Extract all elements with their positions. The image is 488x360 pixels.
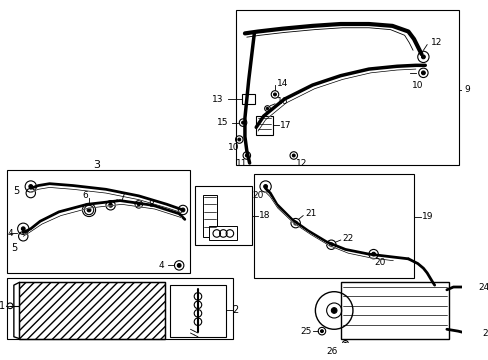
Text: 26: 26 [326,347,337,356]
Circle shape [7,303,13,309]
Bar [242,94,255,104]
Bar [7,170,190,273]
Circle shape [273,93,276,96]
Circle shape [87,208,91,212]
Text: 15: 15 [216,118,227,127]
Text: 18: 18 [259,211,270,220]
Text: 9: 9 [464,85,469,94]
Circle shape [271,91,278,98]
Circle shape [135,201,142,208]
Text: 14: 14 [276,79,287,88]
Circle shape [329,243,332,247]
Circle shape [108,203,112,207]
Text: 7: 7 [119,193,124,202]
Circle shape [421,71,425,75]
Circle shape [241,121,244,124]
Bar [195,186,251,245]
Text: 25: 25 [300,327,311,336]
Text: 21: 21 [305,209,316,218]
Circle shape [245,154,248,157]
Text: 6: 6 [82,192,88,201]
Text: 10: 10 [411,81,423,90]
Circle shape [421,55,425,59]
Text: 5: 5 [11,243,17,253]
Bar [202,195,216,237]
Circle shape [263,185,267,188]
Bar [20,282,165,339]
Text: 19: 19 [421,212,432,221]
Text: 22: 22 [342,234,353,243]
Circle shape [344,342,346,344]
Circle shape [21,227,25,231]
Circle shape [266,107,268,110]
Text: 12: 12 [295,158,306,167]
Circle shape [106,201,115,210]
Text: 23: 23 [482,329,488,338]
Circle shape [177,264,181,267]
Circle shape [320,330,323,333]
Circle shape [293,221,297,225]
Text: 12: 12 [430,38,441,47]
Bar [256,116,273,135]
Bar [235,10,458,165]
Circle shape [371,252,375,256]
Text: 2: 2 [232,306,239,315]
Circle shape [181,208,184,212]
Text: 4: 4 [7,229,13,238]
Text: 13: 13 [211,95,223,104]
Text: 24: 24 [477,283,488,292]
Bar [7,278,232,339]
Bar [254,174,413,278]
Bar [169,285,225,337]
Circle shape [465,288,468,291]
Circle shape [331,308,336,313]
Text: 3: 3 [93,160,100,170]
Bar [209,226,237,240]
Text: 5: 5 [14,186,20,196]
Circle shape [137,203,140,206]
Circle shape [292,154,295,157]
Circle shape [29,185,33,188]
Text: 16: 16 [276,98,288,107]
Text: 20: 20 [374,258,385,267]
Text: 17: 17 [279,121,290,130]
Text: 11: 11 [236,158,247,167]
Bar [340,282,448,339]
Circle shape [237,138,240,141]
Text: 10: 10 [227,144,239,153]
Text: 1: 1 [0,301,5,311]
Text: 20: 20 [252,192,263,201]
Text: 4: 4 [158,261,164,270]
Circle shape [84,205,94,215]
Bar [20,282,165,339]
Text: 8: 8 [148,200,154,209]
